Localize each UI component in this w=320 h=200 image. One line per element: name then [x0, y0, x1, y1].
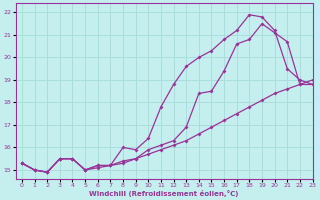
X-axis label: Windchill (Refroidissement éolien,°C): Windchill (Refroidissement éolien,°C): [89, 190, 239, 197]
